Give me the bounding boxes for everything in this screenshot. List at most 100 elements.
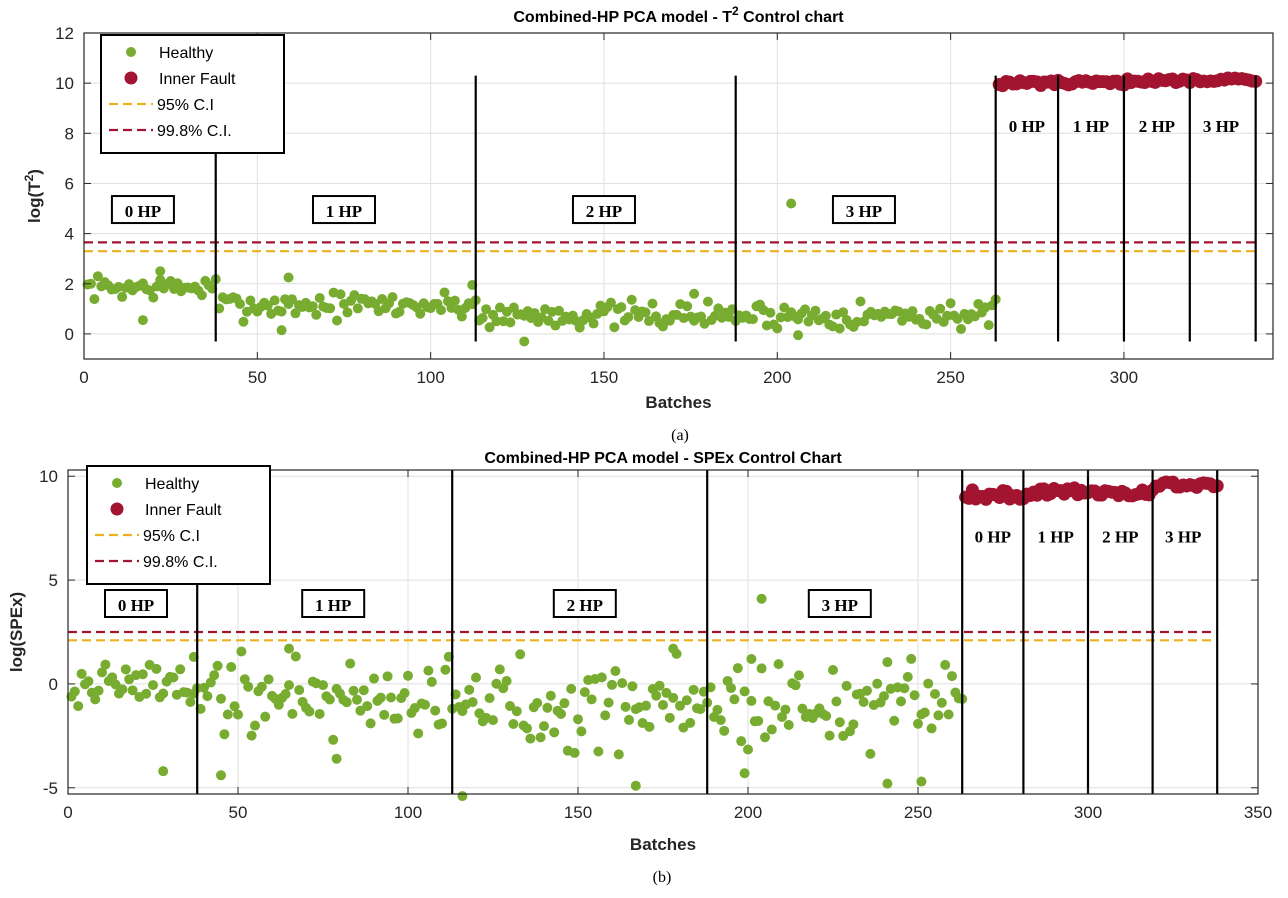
- healthy-point: [535, 732, 546, 743]
- healthy-point: [137, 315, 148, 326]
- healthy-point: [909, 690, 920, 701]
- hp-label: 3 HP: [846, 202, 882, 221]
- legend-label: 95% C.I: [143, 528, 200, 545]
- healthy-point: [532, 697, 543, 708]
- healthy-point: [362, 701, 373, 712]
- x-tick-label: 200: [734, 803, 762, 822]
- healthy-point: [952, 313, 963, 324]
- y-tick-label: 0: [49, 675, 58, 694]
- healthy-point: [797, 703, 808, 714]
- healthy-point: [685, 717, 696, 728]
- healthy-point: [471, 672, 481, 683]
- healthy-point: [586, 694, 597, 705]
- healthy-point: [196, 290, 207, 301]
- healthy-point: [522, 723, 532, 734]
- healthy-point: [862, 685, 872, 696]
- healthy-point: [542, 702, 553, 713]
- healthy-point: [212, 660, 223, 671]
- healthy-point: [940, 659, 951, 670]
- healthy-point: [712, 704, 723, 715]
- healthy-point: [858, 697, 869, 708]
- healthy-point: [229, 701, 240, 712]
- y-tick-label: 0: [65, 325, 74, 344]
- healthy-point: [488, 715, 498, 726]
- axes-box: [67, 469, 1259, 795]
- healthy-point: [511, 706, 522, 717]
- healthy-point: [283, 272, 294, 283]
- hp-label: 2 HP: [586, 202, 622, 221]
- healthy-point: [559, 698, 570, 709]
- healthy-point: [748, 314, 759, 325]
- hp-label-box: [571, 195, 636, 225]
- healthy-point: [158, 688, 169, 699]
- healthy-point: [239, 674, 250, 685]
- healthy-point: [668, 643, 679, 654]
- healthy-point: [311, 309, 322, 320]
- x-tick-label: 50: [248, 368, 267, 387]
- healthy-point: [236, 646, 247, 657]
- healthy-point: [913, 718, 923, 729]
- legend-marker-fault: [124, 71, 138, 85]
- healthy-point: [702, 296, 713, 307]
- healthy-point: [216, 770, 226, 781]
- healthy-point: [508, 718, 519, 729]
- healthy-point: [616, 302, 627, 313]
- healthy-point: [644, 721, 655, 732]
- healthy-point: [168, 672, 179, 683]
- panel-caption: (b): [653, 869, 672, 886]
- healthy-point: [420, 699, 430, 710]
- healthy-point: [726, 683, 736, 694]
- healthy-point: [69, 686, 80, 697]
- healthy-point: [467, 697, 478, 708]
- healthy-point: [729, 694, 740, 705]
- healthy-point: [770, 700, 781, 711]
- healthy-point: [902, 671, 913, 682]
- y-tick-label: 5: [49, 571, 58, 590]
- healthy-point: [588, 318, 599, 329]
- healthy-point: [117, 684, 128, 695]
- healthy-point: [202, 691, 213, 702]
- healthy-point: [834, 717, 845, 728]
- healthy-point: [294, 685, 305, 696]
- healthy-point: [613, 749, 624, 760]
- healthy-point: [426, 676, 437, 687]
- healthy-point: [342, 307, 353, 318]
- healthy-point: [352, 694, 362, 705]
- healthy-point: [945, 298, 956, 309]
- healthy-point: [439, 287, 450, 298]
- healthy-point: [325, 303, 336, 314]
- y-tick-label: -5: [43, 779, 58, 798]
- healthy-point: [933, 710, 944, 721]
- legend-label: Inner Fault: [159, 71, 236, 88]
- healthy-point: [736, 736, 747, 747]
- healthy-point: [566, 683, 577, 694]
- hp-label-box: [311, 195, 376, 225]
- healthy-point: [682, 301, 693, 312]
- healthy-point: [793, 330, 804, 341]
- x-tick-label: 150: [590, 368, 618, 387]
- x-tick-label: 0: [63, 803, 72, 822]
- healthy-point: [501, 675, 512, 686]
- healthy-point: [828, 664, 838, 675]
- healthy-point: [772, 323, 783, 334]
- healthy-point: [743, 744, 753, 755]
- chart-title-suffix: Control chart: [739, 9, 845, 26]
- y-axis-label: log(T2): [22, 169, 44, 223]
- legend-label: Inner Fault: [145, 502, 222, 519]
- healthy-point: [549, 727, 560, 738]
- healthy-point: [780, 704, 791, 715]
- hp-label: 3 HP: [1203, 117, 1239, 136]
- healthy-point: [930, 689, 940, 700]
- healthy-point: [786, 198, 797, 209]
- healthy-point: [97, 667, 107, 678]
- healthy-point: [423, 665, 434, 676]
- healthy-point: [556, 708, 566, 719]
- healthy-point: [732, 663, 743, 674]
- healthy-point: [413, 728, 424, 739]
- healthy-point: [626, 294, 637, 305]
- healthy-point: [627, 681, 638, 692]
- healthy-point: [494, 664, 505, 675]
- healthy-point: [280, 689, 291, 700]
- healthy-point: [756, 663, 767, 674]
- healthy-point: [141, 688, 152, 699]
